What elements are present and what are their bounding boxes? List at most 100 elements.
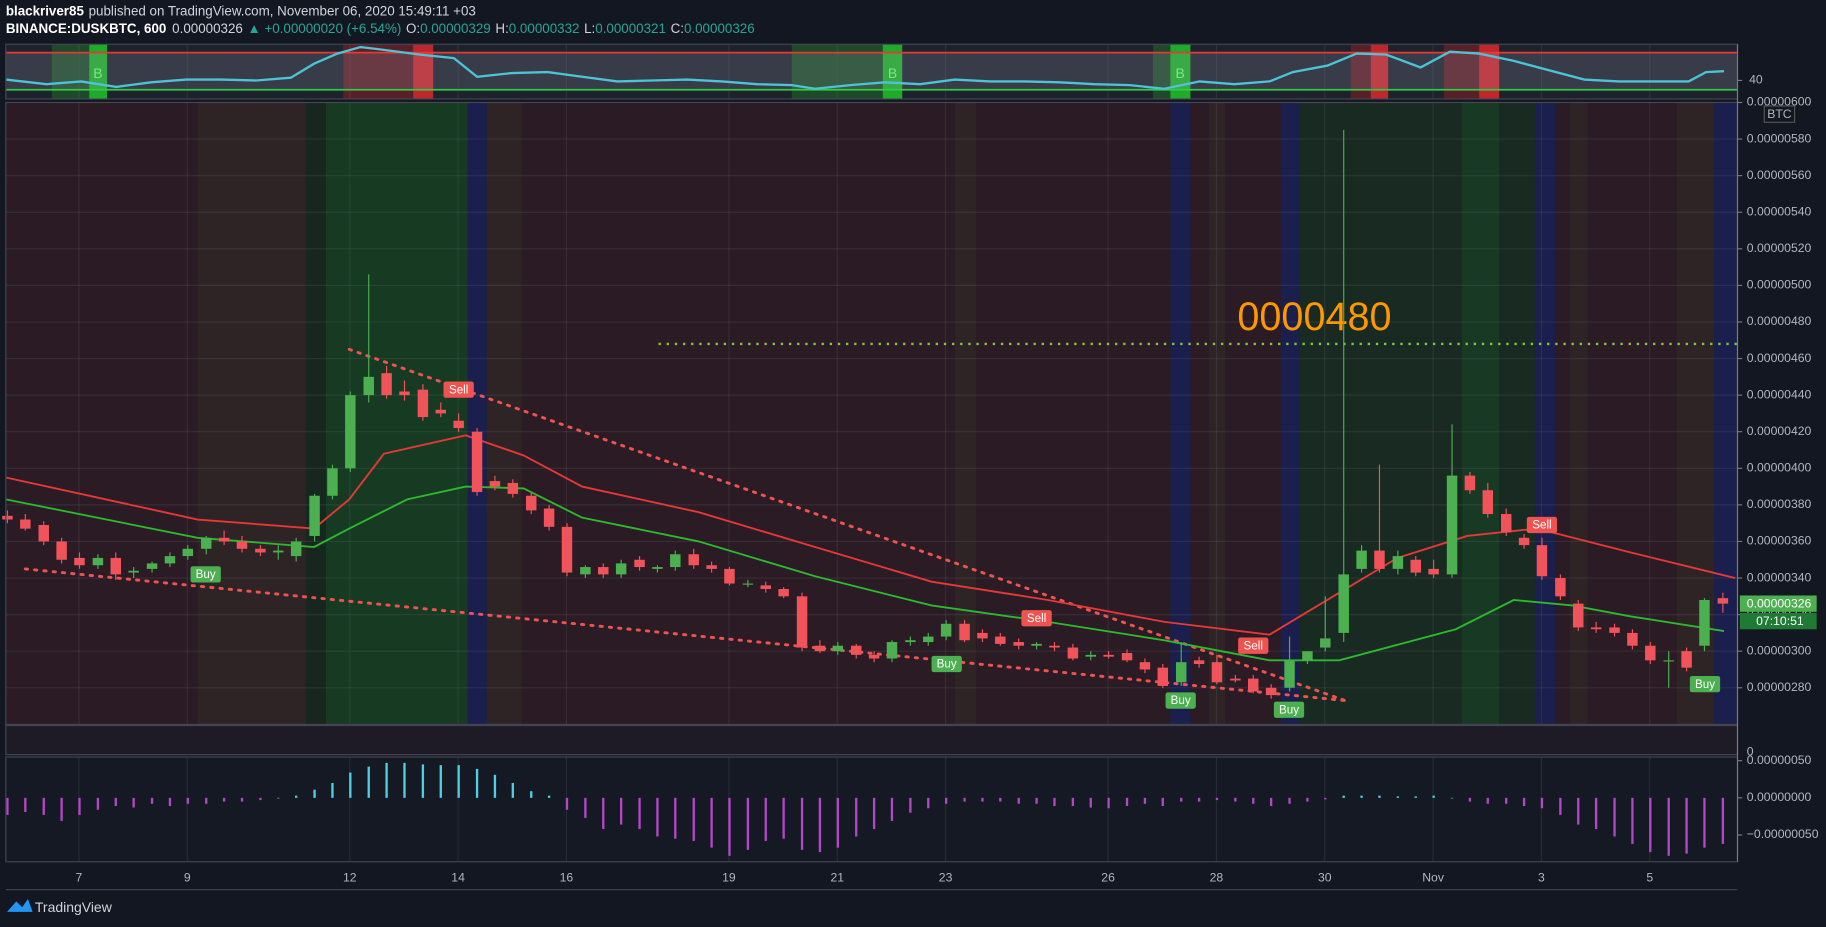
candle-body [598, 567, 609, 575]
histogram-bar [1432, 795, 1435, 798]
candle-body [1428, 568, 1439, 575]
currency-box [1763, 105, 1796, 123]
histogram-bar [1053, 797, 1056, 807]
background-band [954, 102, 976, 725]
rsi-band [882, 44, 903, 99]
histogram-bar [1269, 797, 1273, 807]
candle-body [1049, 645, 1060, 648]
histogram-bar [349, 772, 352, 798]
candle-body [778, 589, 789, 597]
histogram-bar [1522, 797, 1526, 807]
histogram-bar [24, 797, 27, 812]
x-tick-label: 19 [722, 870, 736, 884]
histogram-bar [150, 797, 154, 804]
author: blackriver85 [6, 3, 85, 18]
x-tick-label: Nov [1422, 870, 1445, 884]
candle-body [760, 585, 772, 590]
background-band [197, 102, 306, 725]
histogram-bar [818, 797, 822, 853]
histogram-bar [457, 765, 460, 798]
candle-body [796, 596, 808, 648]
candle-body [128, 570, 139, 573]
rsi-band [413, 44, 434, 99]
candle-body [1248, 678, 1259, 692]
x-tick-label: 30 [1318, 870, 1332, 884]
candle-body [868, 654, 880, 659]
candle-body [38, 524, 49, 542]
candle-body [543, 508, 555, 527]
candle-body [435, 409, 447, 414]
x-tick-label: 26 [1101, 870, 1115, 884]
y-tick-label: 0.00000500 [1747, 278, 1812, 292]
histogram-bar [259, 797, 262, 801]
histogram-bar [294, 795, 298, 798]
histogram-bar [60, 797, 63, 821]
histogram-bar [1180, 797, 1183, 802]
histogram-bar [963, 797, 966, 802]
candle-body [1121, 653, 1133, 661]
histogram-bar [872, 797, 876, 830]
histogram-bar [1107, 797, 1110, 809]
histogram-bar [168, 797, 172, 807]
histogram-bar [277, 797, 280, 799]
histogram-bar [1667, 797, 1670, 856]
histogram-bar [1450, 797, 1454, 799]
histogram-bar [692, 797, 695, 841]
candle-body [1555, 578, 1566, 597]
histogram-bar [421, 764, 425, 798]
histogram-bar [800, 797, 804, 850]
y-tick-label: 0.00000520 [1747, 241, 1812, 255]
signal-box [190, 566, 221, 583]
background-band [1534, 102, 1555, 725]
o: 0.00000329 [420, 21, 491, 36]
x-tick-label: 23 [939, 870, 953, 884]
candle-body [1320, 638, 1331, 648]
rsi-tick-label: 40 [1749, 73, 1763, 87]
histogram-bar [385, 762, 388, 798]
histogram-bar [1559, 797, 1562, 815]
histogram-bar [1215, 797, 1219, 801]
candle-body [959, 623, 970, 641]
candle-body [110, 557, 122, 575]
candle-body [1085, 654, 1096, 657]
candle-body [381, 373, 392, 396]
signal-box [1238, 637, 1269, 654]
histogram-bar [1324, 797, 1327, 800]
l-label: L: [584, 21, 595, 36]
brand: TradingView [35, 899, 113, 915]
candle-body [363, 376, 374, 396]
signal-box [931, 655, 962, 673]
histogram-bar [1143, 797, 1147, 804]
candle-body [1103, 654, 1114, 657]
histogram-bar [367, 766, 370, 798]
histogram-bar [1721, 797, 1725, 844]
candle-body [1573, 603, 1584, 628]
candle-body [1482, 490, 1494, 515]
candle-body [471, 431, 483, 493]
histogram-bar [999, 797, 1002, 802]
rsi-band [1153, 44, 1171, 99]
candle-body [1230, 678, 1241, 681]
candle-body [74, 557, 85, 566]
histogram-bar [439, 765, 442, 798]
histogram-bar [403, 762, 406, 798]
histogram-bar [240, 797, 244, 802]
candle-body [1139, 662, 1151, 670]
osc-tick-label: 0.00000000 [1747, 790, 1812, 804]
candle-body [20, 519, 31, 529]
histogram-bar [1685, 797, 1688, 854]
candle-body [1175, 662, 1187, 683]
candle-body [1699, 599, 1710, 646]
signal-label: Sell [1027, 612, 1046, 625]
x-tick-label: 21 [830, 870, 844, 884]
histogram-bar [1396, 796, 1400, 798]
candle-body [814, 645, 826, 652]
rsi-signal: B [93, 65, 102, 81]
rsi-band [1370, 44, 1389, 99]
x-tick-label: 12 [343, 870, 357, 884]
histogram-bar [547, 795, 551, 798]
histogram-bar [1540, 797, 1544, 809]
candle-body [218, 537, 230, 542]
histogram-bar [1017, 797, 1020, 804]
